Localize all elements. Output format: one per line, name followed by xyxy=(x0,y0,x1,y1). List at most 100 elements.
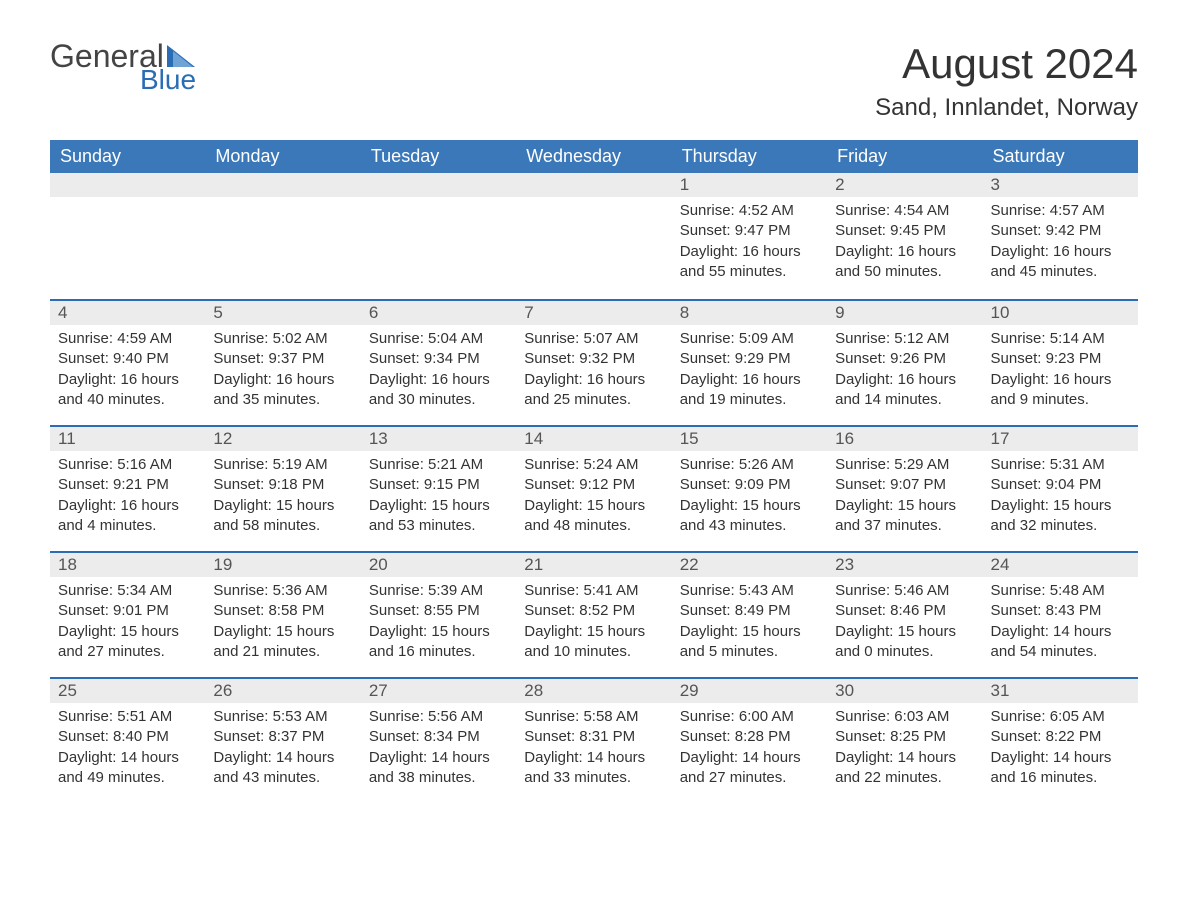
day-body: Sunrise: 5:12 AMSunset: 9:26 PMDaylight:… xyxy=(827,325,982,418)
sunrise-line: Sunrise: 5:56 AM xyxy=(369,707,508,727)
day-number: 19 xyxy=(205,551,360,577)
col-thursday: Thursday xyxy=(672,140,827,173)
day-number: 15 xyxy=(672,425,827,451)
daylight-line: Daylight: 14 hours and 43 minutes. xyxy=(213,748,352,789)
day-body: Sunrise: 4:59 AMSunset: 9:40 PMDaylight:… xyxy=(50,325,205,418)
sunset-line: Sunset: 8:55 PM xyxy=(369,601,508,621)
daylight-line: Daylight: 15 hours and 21 minutes. xyxy=(213,622,352,663)
week-row: 25Sunrise: 5:51 AMSunset: 8:40 PMDayligh… xyxy=(50,677,1138,803)
logo-word2: Blue xyxy=(140,66,196,94)
day-body: Sunrise: 4:54 AMSunset: 9:45 PMDaylight:… xyxy=(827,197,982,290)
sunset-line: Sunset: 9:26 PM xyxy=(835,349,974,369)
sunset-line: Sunset: 9:37 PM xyxy=(213,349,352,369)
day-body: Sunrise: 5:09 AMSunset: 9:29 PMDaylight:… xyxy=(672,325,827,418)
sunrise-line: Sunrise: 4:54 AM xyxy=(835,201,974,221)
sunrise-line: Sunrise: 5:04 AM xyxy=(369,329,508,349)
sunset-line: Sunset: 8:46 PM xyxy=(835,601,974,621)
day-number: 27 xyxy=(361,677,516,703)
calendar-table: Sunday Monday Tuesday Wednesday Thursday… xyxy=(50,140,1138,803)
day-cell: 4Sunrise: 4:59 AMSunset: 9:40 PMDaylight… xyxy=(50,299,205,425)
day-body: Sunrise: 5:19 AMSunset: 9:18 PMDaylight:… xyxy=(205,451,360,544)
day-cell: 9Sunrise: 5:12 AMSunset: 9:26 PMDaylight… xyxy=(827,299,982,425)
daylight-line: Daylight: 16 hours and 25 minutes. xyxy=(524,370,663,411)
day-body: Sunrise: 5:41 AMSunset: 8:52 PMDaylight:… xyxy=(516,577,671,670)
sunrise-line: Sunrise: 5:46 AM xyxy=(835,581,974,601)
day-number-empty xyxy=(205,173,360,197)
sunrise-line: Sunrise: 5:43 AM xyxy=(680,581,819,601)
day-number: 28 xyxy=(516,677,671,703)
day-body: Sunrise: 5:29 AMSunset: 9:07 PMDaylight:… xyxy=(827,451,982,544)
daylight-line: Daylight: 15 hours and 43 minutes. xyxy=(680,496,819,537)
day-cell xyxy=(205,173,360,299)
day-body: Sunrise: 6:00 AMSunset: 8:28 PMDaylight:… xyxy=(672,703,827,796)
sunrise-line: Sunrise: 6:00 AM xyxy=(680,707,819,727)
day-body: Sunrise: 5:51 AMSunset: 8:40 PMDaylight:… xyxy=(50,703,205,796)
daylight-line: Daylight: 16 hours and 50 minutes. xyxy=(835,242,974,283)
sunset-line: Sunset: 8:22 PM xyxy=(991,727,1130,747)
sunrise-line: Sunrise: 5:51 AM xyxy=(58,707,197,727)
day-number: 29 xyxy=(672,677,827,703)
daylight-line: Daylight: 14 hours and 38 minutes. xyxy=(369,748,508,789)
week-row: 4Sunrise: 4:59 AMSunset: 9:40 PMDaylight… xyxy=(50,299,1138,425)
sunset-line: Sunset: 9:21 PM xyxy=(58,475,197,495)
sunrise-line: Sunrise: 5:24 AM xyxy=(524,455,663,475)
sunset-line: Sunset: 8:34 PM xyxy=(369,727,508,747)
day-cell: 5Sunrise: 5:02 AMSunset: 9:37 PMDaylight… xyxy=(205,299,360,425)
day-number: 2 xyxy=(827,173,982,197)
day-number: 30 xyxy=(827,677,982,703)
day-cell: 24Sunrise: 5:48 AMSunset: 8:43 PMDayligh… xyxy=(983,551,1138,677)
sunrise-line: Sunrise: 5:29 AM xyxy=(835,455,974,475)
col-friday: Friday xyxy=(827,140,982,173)
daylight-line: Daylight: 15 hours and 58 minutes. xyxy=(213,496,352,537)
day-number: 25 xyxy=(50,677,205,703)
daylight-line: Daylight: 14 hours and 22 minutes. xyxy=(835,748,974,789)
day-body: Sunrise: 5:07 AMSunset: 9:32 PMDaylight:… xyxy=(516,325,671,418)
day-body: Sunrise: 5:34 AMSunset: 9:01 PMDaylight:… xyxy=(50,577,205,670)
sunrise-line: Sunrise: 4:59 AM xyxy=(58,329,197,349)
day-number: 16 xyxy=(827,425,982,451)
day-cell: 21Sunrise: 5:41 AMSunset: 8:52 PMDayligh… xyxy=(516,551,671,677)
sunset-line: Sunset: 8:37 PM xyxy=(213,727,352,747)
day-cell: 22Sunrise: 5:43 AMSunset: 8:49 PMDayligh… xyxy=(672,551,827,677)
day-body: Sunrise: 5:02 AMSunset: 9:37 PMDaylight:… xyxy=(205,325,360,418)
week-row: 18Sunrise: 5:34 AMSunset: 9:01 PMDayligh… xyxy=(50,551,1138,677)
day-cell: 13Sunrise: 5:21 AMSunset: 9:15 PMDayligh… xyxy=(361,425,516,551)
sunrise-line: Sunrise: 5:53 AM xyxy=(213,707,352,727)
daylight-line: Daylight: 15 hours and 37 minutes. xyxy=(835,496,974,537)
day-number: 13 xyxy=(361,425,516,451)
sunrise-line: Sunrise: 5:31 AM xyxy=(991,455,1130,475)
day-cell: 16Sunrise: 5:29 AMSunset: 9:07 PMDayligh… xyxy=(827,425,982,551)
day-cell xyxy=(50,173,205,299)
day-number: 31 xyxy=(983,677,1138,703)
sunrise-line: Sunrise: 5:39 AM xyxy=(369,581,508,601)
sunset-line: Sunset: 9:34 PM xyxy=(369,349,508,369)
day-body: Sunrise: 5:56 AMSunset: 8:34 PMDaylight:… xyxy=(361,703,516,796)
location: Sand, Innlandet, Norway xyxy=(875,94,1138,122)
day-body: Sunrise: 5:43 AMSunset: 8:49 PMDaylight:… xyxy=(672,577,827,670)
day-body: Sunrise: 5:58 AMSunset: 8:31 PMDaylight:… xyxy=(516,703,671,796)
day-cell: 30Sunrise: 6:03 AMSunset: 8:25 PMDayligh… xyxy=(827,677,982,803)
col-monday: Monday xyxy=(205,140,360,173)
sunset-line: Sunset: 9:40 PM xyxy=(58,349,197,369)
day-number: 20 xyxy=(361,551,516,577)
sunrise-line: Sunrise: 5:12 AM xyxy=(835,329,974,349)
daylight-line: Daylight: 15 hours and 16 minutes. xyxy=(369,622,508,663)
day-cell: 31Sunrise: 6:05 AMSunset: 8:22 PMDayligh… xyxy=(983,677,1138,803)
page-header: General Blue August 2024 Sand, Innlandet… xyxy=(50,40,1138,122)
week-row: 1Sunrise: 4:52 AMSunset: 9:47 PMDaylight… xyxy=(50,173,1138,299)
day-number: 1 xyxy=(672,173,827,197)
sunrise-line: Sunrise: 5:02 AM xyxy=(213,329,352,349)
daylight-line: Daylight: 15 hours and 5 minutes. xyxy=(680,622,819,663)
day-number: 8 xyxy=(672,299,827,325)
sunrise-line: Sunrise: 5:58 AM xyxy=(524,707,663,727)
day-body: Sunrise: 4:52 AMSunset: 9:47 PMDaylight:… xyxy=(672,197,827,290)
day-number: 14 xyxy=(516,425,671,451)
day-cell: 19Sunrise: 5:36 AMSunset: 8:58 PMDayligh… xyxy=(205,551,360,677)
day-cell: 6Sunrise: 5:04 AMSunset: 9:34 PMDaylight… xyxy=(361,299,516,425)
sunset-line: Sunset: 9:45 PM xyxy=(835,221,974,241)
sunset-line: Sunset: 9:23 PM xyxy=(991,349,1130,369)
sunset-line: Sunset: 9:42 PM xyxy=(991,221,1130,241)
day-number: 11 xyxy=(50,425,205,451)
day-body: Sunrise: 5:16 AMSunset: 9:21 PMDaylight:… xyxy=(50,451,205,544)
sunrise-line: Sunrise: 6:03 AM xyxy=(835,707,974,727)
